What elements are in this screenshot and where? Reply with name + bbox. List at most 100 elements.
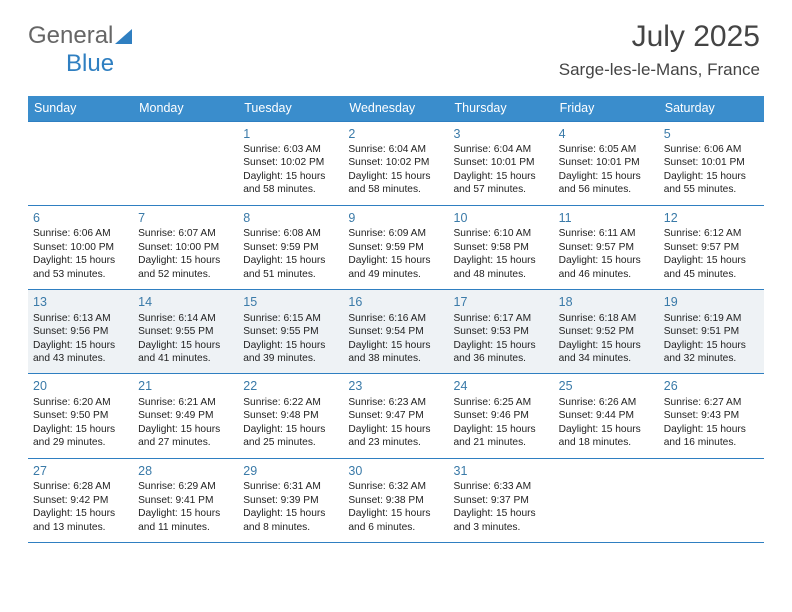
- day-cell: 2Sunrise: 6:04 AMSunset: 10:02 PMDayligh…: [343, 122, 448, 205]
- day-info-line: Daylight: 15 hours and 57 minutes.: [454, 170, 549, 197]
- day-number: 30: [348, 463, 443, 480]
- day-cell: 5Sunrise: 6:06 AMSunset: 10:01 PMDayligh…: [659, 122, 764, 205]
- day-info-line: Sunrise: 6:09 AM: [348, 227, 443, 240]
- day-info-line: Sunset: 9:56 PM: [33, 325, 128, 338]
- day-number: 8: [243, 210, 338, 227]
- day-number: 16: [348, 294, 443, 311]
- day-info-line: Sunset: 9:48 PM: [243, 409, 338, 422]
- day-info-line: Daylight: 15 hours and 45 minutes.: [664, 254, 759, 281]
- day-info-line: Sunrise: 6:33 AM: [454, 480, 549, 493]
- day-info-line: Sunset: 10:01 PM: [454, 156, 549, 169]
- day-number: 9: [348, 210, 443, 227]
- day-number: 5: [664, 126, 759, 143]
- day-number: 4: [559, 126, 654, 143]
- day-info-line: Sunrise: 6:10 AM: [454, 227, 549, 240]
- day-info-line: Sunrise: 6:08 AM: [243, 227, 338, 240]
- day-cell: 3Sunrise: 6:04 AMSunset: 10:01 PMDayligh…: [449, 122, 554, 205]
- page-title: July 2025: [632, 20, 760, 54]
- calendar-week-row: 6Sunrise: 6:06 AM Sunset: 10:00 PM Dayligh…: [28, 205, 764, 289]
- header-cell: Monday: [133, 96, 238, 121]
- calendar-week-row: 20Sunrise: 6:20 AMSunset: 9:50 PM Dayligh…: [28, 373, 764, 457]
- logo: General Blue: [28, 22, 133, 78]
- day-info-line: Daylight: 15 hours and 27 minutes.: [138, 423, 233, 450]
- calendar-week-row: 13Sunrise: 6:13 AMSunset: 9:56 PMDayligh…: [28, 289, 764, 373]
- day-info-line: Sunset: 9:58 PM: [454, 241, 549, 254]
- day-info-line: Sunset: 9:38 PM: [348, 494, 443, 507]
- day-cell: 1Sunrise: 6:03 AMSunset: 10:02 PMDayligh…: [238, 122, 343, 205]
- day-info-line: Sunrise: 6:20 AM: [33, 396, 128, 409]
- day-info-line: Sunset: 9:52 PM: [559, 325, 654, 338]
- day-info-line: Sunrise: 6:07 AM: [138, 227, 233, 240]
- day-info-line: Sunset: 9:55 PM: [138, 325, 233, 338]
- day-number: 17: [454, 294, 549, 311]
- day-number: 27: [33, 463, 128, 480]
- header-cell: Sunday: [28, 96, 133, 121]
- day-info-line: Daylight: 15 hours and 58 minutes.: [243, 170, 338, 197]
- day-info-line: Sunrise: 6:17 AM: [454, 312, 549, 325]
- day-info-line: Sunset: 10:00 PM: [138, 241, 233, 254]
- day-cell: 27Sunrise: 6:28 AMSunset: 9:42 PMDayligh…: [28, 459, 133, 542]
- day-info-line: Daylight: 15 hours and 51 minutes.: [243, 254, 338, 281]
- day-info-line: Daylight: 15 hours and 38 minutes.: [348, 339, 443, 366]
- day-info-line: Daylight: 15 hours and 56 minutes.: [559, 170, 654, 197]
- calendar-week-row: 27Sunrise: 6:28 AMSunset: 9:42 PMDayligh…: [28, 458, 764, 542]
- day-number: 23: [348, 378, 443, 395]
- day-cell: 15Sunrise: 6:15 AMSunset: 9:55 PMDayligh…: [238, 290, 343, 373]
- day-info-line: Sunset: 10:02 PM: [348, 156, 443, 169]
- day-number: 6: [33, 210, 128, 227]
- day-info-line: Sunrise: 6:16 AM: [348, 312, 443, 325]
- day-info-line: Sunset: 9:54 PM: [348, 325, 443, 338]
- day-number: 26: [664, 378, 759, 395]
- empty-cell: [659, 459, 764, 542]
- day-info-line: Sunset: 9:53 PM: [454, 325, 549, 338]
- day-info-line: Sunset: 9:41 PM: [138, 494, 233, 507]
- day-info-line: Daylight: 15 hours and 55 minutes.: [664, 170, 759, 197]
- calendar-bottom-border: [28, 542, 764, 543]
- day-number: 19: [664, 294, 759, 311]
- day-info-line: Sunset: 9:50 PM: [33, 409, 128, 422]
- day-info-line: Sunset: 9:59 PM: [348, 241, 443, 254]
- day-number: 24: [454, 378, 549, 395]
- day-number: 28: [138, 463, 233, 480]
- day-cell: 6Sunrise: 6:06 AMSunset: 10:00 PMDayligh…: [28, 206, 133, 289]
- day-cell: 10Sunrise: 6:10 AMSunset: 9:58 PMDayligh…: [449, 206, 554, 289]
- day-number: 25: [559, 378, 654, 395]
- day-info-line: Sunrise: 6:04 AM: [348, 143, 443, 156]
- day-cell: 7Sunrise: 6:07 AMSunset: 10:00 PMDayligh…: [133, 206, 238, 289]
- header-cell: Friday: [554, 96, 659, 121]
- calendar-header-row: SundayMondayTuesdayWednesdayThursdayFrid…: [28, 96, 764, 121]
- day-info-line: Sunrise: 6:26 AM: [559, 396, 654, 409]
- day-info-line: Daylight: 15 hours and 43 minutes.: [33, 339, 128, 366]
- day-number: 20: [33, 378, 128, 395]
- day-number: 15: [243, 294, 338, 311]
- empty-cell: [554, 459, 659, 542]
- day-info-line: Sunset: 9:39 PM: [243, 494, 338, 507]
- day-info-line: Sunset: 9:43 PM: [664, 409, 759, 422]
- day-cell: 25Sunrise: 6:26 AMSunset: 9:44 PMDayligh…: [554, 374, 659, 457]
- day-info-line: Daylight: 15 hours and 39 minutes.: [243, 339, 338, 366]
- day-info-line: Daylight: 15 hours and 3 minutes.: [454, 507, 549, 534]
- day-info-line: Daylight: 15 hours and 49 minutes.: [348, 254, 443, 281]
- day-info-line: Sunset: 10:01 PM: [664, 156, 759, 169]
- day-cell: 21Sunrise: 6:21 AMSunset: 9:49 PMDayligh…: [133, 374, 238, 457]
- day-info-line: Sunrise: 6:06 AM: [33, 227, 128, 240]
- day-cell: 28Sunrise: 6:29 AMSunset: 9:41 PMDayligh…: [133, 459, 238, 542]
- day-cell: 29Sunrise: 6:31 AMSunset: 9:39 PMDayligh…: [238, 459, 343, 542]
- day-cell: 14Sunrise: 6:14 AMSunset: 9:55 PMDayligh…: [133, 290, 238, 373]
- day-info-line: Daylight: 15 hours and 23 minutes.: [348, 423, 443, 450]
- day-info-line: Sunset: 9:46 PM: [454, 409, 549, 422]
- day-info-line: Sunrise: 6:04 AM: [454, 143, 549, 156]
- day-number: 29: [243, 463, 338, 480]
- day-cell: 17Sunrise: 6:17 AMSunset: 9:53 PMDayligh…: [449, 290, 554, 373]
- day-info-line: Daylight: 15 hours and 36 minutes.: [454, 339, 549, 366]
- header-cell: Wednesday: [343, 96, 448, 121]
- day-cell: 22Sunrise: 6:22 AMSunset: 9:48 PMDayligh…: [238, 374, 343, 457]
- day-info-line: Sunrise: 6:06 AM: [664, 143, 759, 156]
- day-info-line: Daylight: 15 hours and 32 minutes.: [664, 339, 759, 366]
- logo-triangle-icon: [115, 29, 133, 45]
- empty-cell: [28, 122, 133, 205]
- day-number: 10: [454, 210, 549, 227]
- day-info-line: Sunrise: 6:15 AM: [243, 312, 338, 325]
- day-info-line: Daylight: 15 hours and 16 minutes.: [664, 423, 759, 450]
- day-cell: 26Sunrise: 6:27 AMSunset: 9:43 PMDayligh…: [659, 374, 764, 457]
